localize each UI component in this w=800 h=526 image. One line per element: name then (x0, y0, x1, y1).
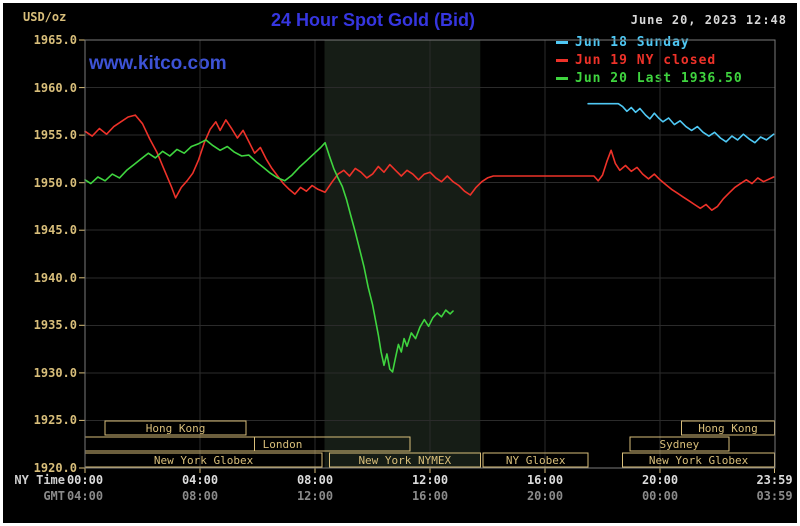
gmt-tick: 16:00 (411, 489, 449, 503)
plot-area: Hong Kong Hong Kong London Sydney New York G… (79, 39, 776, 473)
chart-timestamp: June 20, 2023 12:48 (630, 13, 787, 27)
session-label: NY Globex (506, 454, 566, 467)
legend-item: Jun 18 Sunday (556, 33, 743, 51)
legend: Jun 18 Sunday Jun 19 NY closed Jun 20 Last… (556, 33, 743, 87)
session-label: London (263, 438, 303, 451)
ny-time-tick: 00:00 (66, 473, 104, 487)
y-axis-unit-label: USD/oz (23, 10, 67, 24)
chart-canvas: USD/oz 24 Hour Spot Gold (Bid) June 20, … (3, 3, 797, 523)
ny-time-tick: 16:00 (526, 473, 564, 487)
session-label: Hong Kong (146, 422, 206, 435)
gmt-axis-label: GMT (43, 489, 65, 503)
gmt-tick: 08:00 (181, 489, 219, 503)
legend-marker (556, 40, 568, 44)
y-tick-label: 1920.0 (33, 461, 77, 475)
ny-time-tick: 23:59 (756, 473, 793, 487)
kitco-watermark-link[interactable]: www.kitco.com (89, 53, 227, 74)
y-tick-label: 1950.0 (33, 175, 77, 190)
gmt-tick: 12:00 (296, 489, 334, 503)
y-tick-label: 1955.0 (33, 128, 77, 143)
ny-time-tick: 08:00 (296, 473, 334, 487)
nymex-session-band (324, 40, 481, 468)
price-line (84, 139, 454, 373)
ny-time-tick: 04:00 (181, 473, 219, 487)
session-box (482, 452, 589, 468)
price-line (587, 102, 775, 144)
session-box (104, 420, 247, 436)
session-label: Sydney (660, 438, 700, 451)
legend-label: Jun 20 Last 1936.50 (575, 70, 743, 86)
session-box (254, 436, 411, 452)
gmt-tick: 20:00 (526, 489, 564, 503)
legend-marker (556, 76, 568, 80)
plot-frame (84, 39, 776, 469)
y-tick-label: 1945.0 (33, 223, 77, 238)
gmt-tick: 03:59 (756, 489, 793, 503)
gmt-tick: 00:00 (641, 489, 679, 503)
y-tick-label: 1940.0 (33, 270, 77, 285)
legend-marker (556, 58, 568, 62)
legend-item: Jun 20 Last 1936.50 (556, 69, 743, 87)
y-tick-label: 1930.0 (33, 365, 77, 380)
price-line (84, 114, 775, 211)
ny-time-tick: 20:00 (641, 473, 679, 487)
y-tick-label: 1960.0 (33, 80, 77, 95)
session-box (84, 436, 256, 452)
chart-title: 24 Hour Spot Gold (Bid) (271, 10, 475, 30)
session-label: Hong Kong (698, 422, 758, 435)
ny-time-axis-label: NY Time (14, 473, 65, 487)
legend-label: Jun 19 NY closed (575, 52, 717, 68)
y-tick-label: 1935.0 (33, 318, 77, 333)
session-label: New York Globex (154, 454, 254, 467)
session-box (629, 436, 730, 452)
legend-label: Jun 18 Sunday (575, 34, 690, 50)
legend-item: Jun 19 NY closed (556, 51, 743, 69)
ny-time-tick: 12:00 (411, 473, 449, 487)
gmt-tick: 04:00 (66, 489, 104, 503)
y-tick-label: 1925.0 (33, 413, 77, 428)
session-label: New York Globex (649, 454, 749, 467)
session-box (328, 452, 481, 468)
y-tick-label: 1965.0 (33, 33, 77, 47)
session-label: New York NYMEX (358, 454, 451, 467)
